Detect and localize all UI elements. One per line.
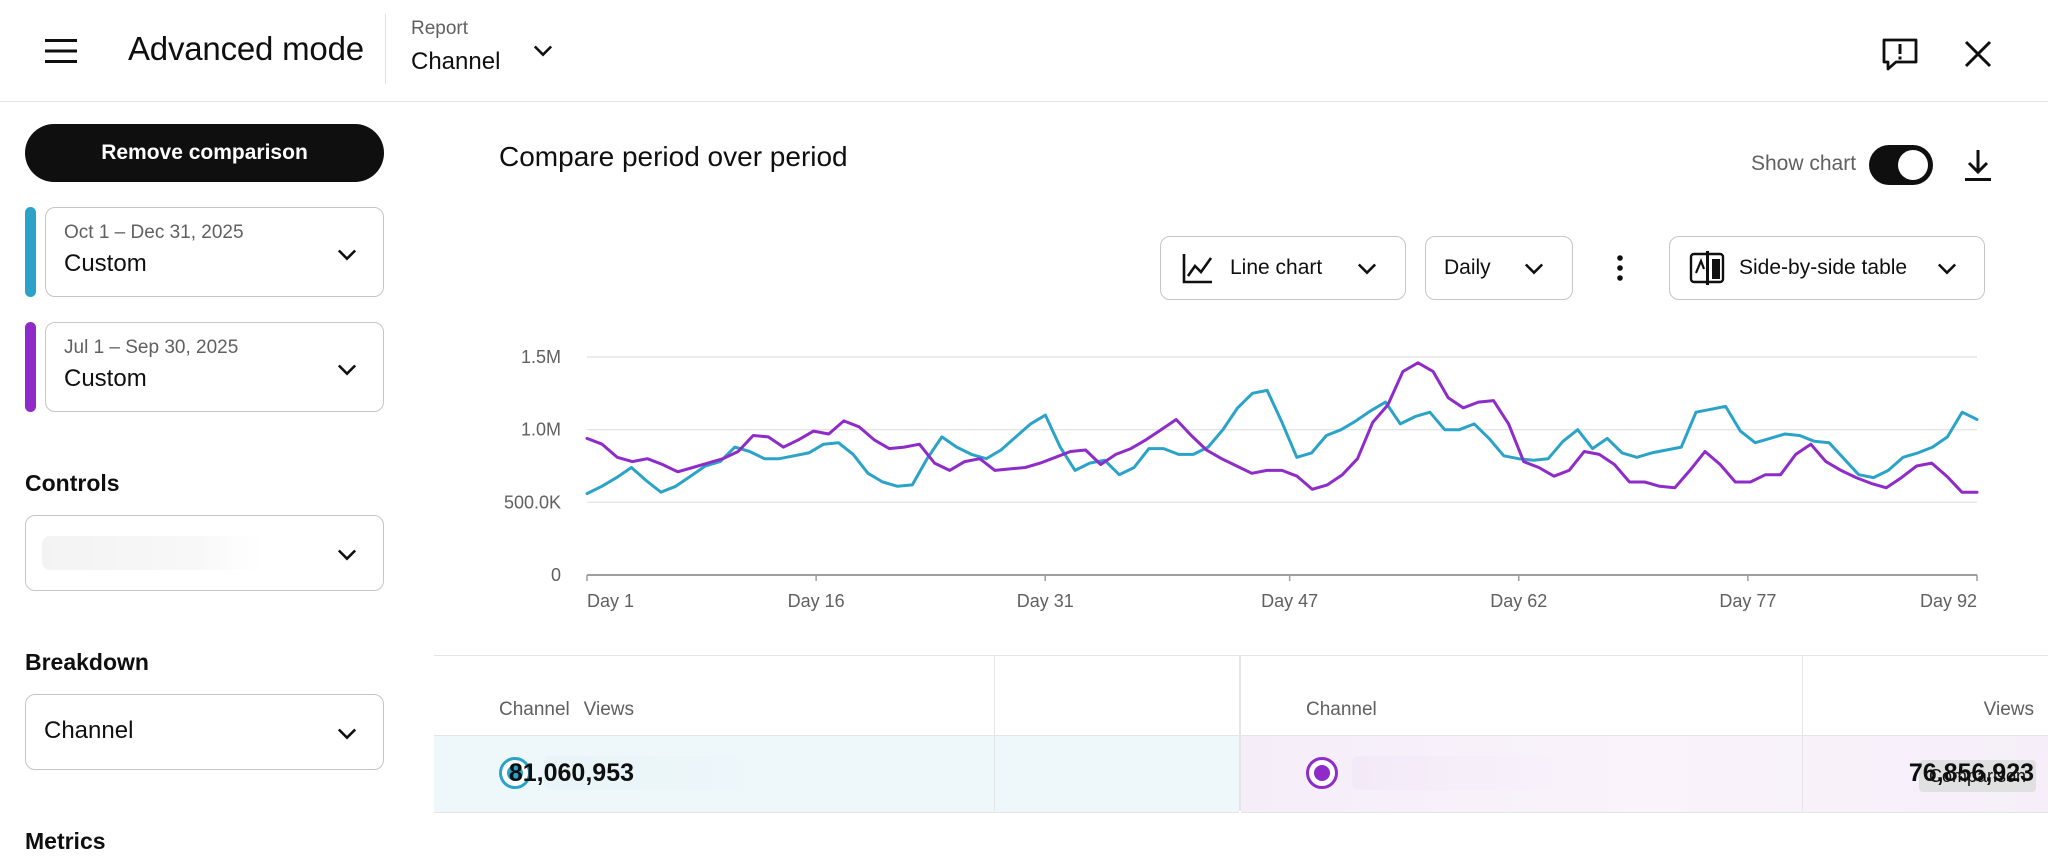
radio-current[interactable] <box>498 756 532 790</box>
period-comparison-select[interactable]: Jul 1 – Sep 30, 2025 Custom <box>45 322 384 412</box>
granularity-label: Daily <box>1444 256 1491 279</box>
x-tick-label: Day 62 <box>1490 591 1547 611</box>
more-options-icon[interactable] <box>1604 248 1636 288</box>
table-mode-select[interactable]: Side-by-side table <box>1669 236 1985 300</box>
period-value: Custom <box>64 250 147 277</box>
remove-comparison-button[interactable]: Remove comparison <box>25 124 384 182</box>
toggle-knob <box>1898 150 1928 180</box>
close-icon[interactable] <box>1956 32 2000 76</box>
x-tick-label: Day 16 <box>788 591 845 611</box>
series-line-current <box>585 388 1979 496</box>
period-comparison: Jul 1 – Sep 30, 2025 Custom <box>25 322 384 412</box>
y-tick-label: 0 <box>551 565 561 585</box>
column-divider <box>994 656 995 811</box>
y-tick-label: 1.5M <box>521 347 561 367</box>
line-chart-icon <box>1182 254 1213 284</box>
line-chart: 0 500.0K 1.0M 1.5M Day 1 Day 16 Day 31 Day 47 Da… <box>504 347 1979 611</box>
granularity-select[interactable]: Daily <box>1425 236 1573 300</box>
period-color-bar <box>25 322 36 412</box>
column-divider <box>1802 656 1803 811</box>
views-comparison: 76,856,923 <box>1908 759 2034 787</box>
period-color-bar <box>25 207 36 297</box>
chevron-down-icon <box>337 549 357 561</box>
report-caption: Report <box>411 18 469 39</box>
show-chart-label: Show chart <box>1751 152 1857 175</box>
column-header-channel-comparison[interactable]: Channel <box>1306 699 1377 720</box>
chevron-down-icon <box>337 728 357 740</box>
side-by-side-icon <box>1689 251 1725 285</box>
report-value: Channel <box>411 48 501 75</box>
download-icon[interactable] <box>1958 145 1998 185</box>
chevron-down-icon <box>337 364 357 376</box>
chevron-down-icon <box>337 249 357 261</box>
column-divider <box>1239 656 1241 811</box>
x-tick-label: Day 47 <box>1261 591 1318 611</box>
period-dates: Jul 1 – Sep 30, 2025 <box>64 337 239 358</box>
breakdown-label: Breakdown <box>25 649 149 675</box>
header-divider <box>385 14 386 84</box>
breakdown-value: Channel <box>44 717 134 744</box>
views-current: 81,060,953 <box>508 759 634 787</box>
period-dates: Oct 1 – Dec 31, 2025 <box>64 222 244 243</box>
chevron-down-icon <box>1937 263 1957 275</box>
comparison-table: Channel Views Channel Views 81,060,953 C… <box>434 655 2048 813</box>
table-mode-label: Side-by-side table <box>1739 256 1908 279</box>
column-header-views-comparison[interactable]: Views <box>1983 699 2034 720</box>
breakdown-select[interactable]: Channel <box>25 694 384 770</box>
page-title: Advanced mode <box>128 30 364 67</box>
metrics-label: Metrics <box>25 828 106 854</box>
feedback-icon[interactable] <box>1878 32 1922 76</box>
report-select[interactable]: Report Channel <box>411 14 561 84</box>
x-tick-label: Day 92 <box>1920 591 1977 611</box>
channel-name-redacted <box>544 756 764 790</box>
controls-value-redacted <box>42 536 262 570</box>
chevron-down-icon <box>1524 263 1544 275</box>
x-tick-label: Day 1 <box>587 591 634 611</box>
y-tick-label: 1.0M <box>521 420 561 440</box>
period-value: Custom <box>64 365 147 392</box>
x-tick-label: Day 77 <box>1719 591 1776 611</box>
chevron-down-icon <box>1357 263 1377 275</box>
y-tick-label: 500.0K <box>504 492 561 512</box>
chart-type-label: Line chart <box>1230 256 1323 279</box>
chart-type-select[interactable]: Line chart <box>1160 236 1406 300</box>
series-line-comparison <box>585 361 1979 494</box>
channel-name-redacted <box>1352 756 1552 790</box>
controls-select[interactable] <box>25 515 384 591</box>
top-bar: Advanced mode Report Channel <box>0 0 2048 102</box>
menu-icon[interactable] <box>40 30 82 72</box>
comparison-badge: Comparison <box>1919 760 2037 792</box>
chevron-down-icon <box>533 45 553 57</box>
x-tick-label: Day 31 <box>1017 591 1074 611</box>
column-header-views[interactable]: Views <box>583 699 634 720</box>
compare-title: Compare period over period <box>499 141 848 172</box>
period-current-select[interactable]: Oct 1 – Dec 31, 2025 Custom <box>45 207 384 297</box>
show-chart-toggle[interactable] <box>1869 145 1933 185</box>
radio-comparison[interactable] <box>1305 756 1339 790</box>
period-current: Oct 1 – Dec 31, 2025 Custom <box>25 207 384 297</box>
controls-label: Controls <box>25 470 120 496</box>
column-header-channel[interactable]: Channel <box>499 699 570 720</box>
